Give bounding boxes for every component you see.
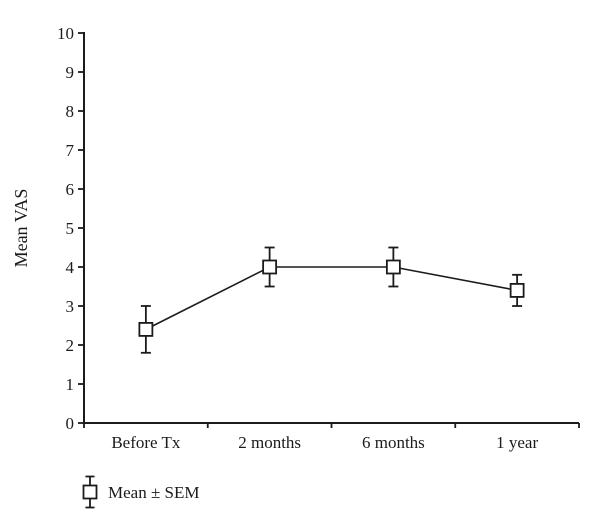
data-point-marker bbox=[509, 282, 525, 298]
data-point-marker bbox=[262, 259, 278, 275]
y-tick-label: 10 bbox=[57, 24, 74, 43]
x-axis-category-label: 2 months bbox=[238, 433, 301, 452]
y-axis-title: Mean VAS bbox=[11, 189, 31, 268]
x-axis-labels: Before Tx 2 months 6 months 1 year bbox=[111, 433, 538, 452]
x-axis-category-label: 1 year bbox=[496, 433, 538, 452]
y-tick-label: 7 bbox=[66, 141, 75, 160]
y-tick-label: 5 bbox=[66, 219, 75, 238]
y-tick-label: 1 bbox=[66, 375, 75, 394]
data-point-marker bbox=[385, 259, 401, 275]
x-axis-ticks bbox=[83, 423, 580, 428]
series-line bbox=[145, 266, 518, 331]
data-point-marker bbox=[138, 321, 154, 337]
axes bbox=[83, 32, 579, 424]
legend-label: Mean ± SEM bbox=[108, 483, 200, 502]
data-series bbox=[138, 246, 525, 354]
legend-marker bbox=[82, 484, 98, 500]
y-tick-label: 8 bbox=[66, 102, 75, 121]
y-tick-label: 3 bbox=[66, 297, 75, 316]
y-tick-label: 0 bbox=[66, 414, 75, 433]
legend: Mean ± SEM bbox=[82, 475, 200, 509]
y-tick-label: 6 bbox=[66, 180, 75, 199]
x-axis-category-label: Before Tx bbox=[111, 433, 181, 452]
y-tick-label: 9 bbox=[66, 63, 75, 82]
y-axis-ticks: 0 1 2 3 4 5 6 7 8 9 10 bbox=[57, 24, 84, 433]
x-axis-category-label: 6 months bbox=[362, 433, 425, 452]
y-tick-label: 2 bbox=[66, 336, 75, 355]
y-tick-label: 4 bbox=[66, 258, 75, 277]
